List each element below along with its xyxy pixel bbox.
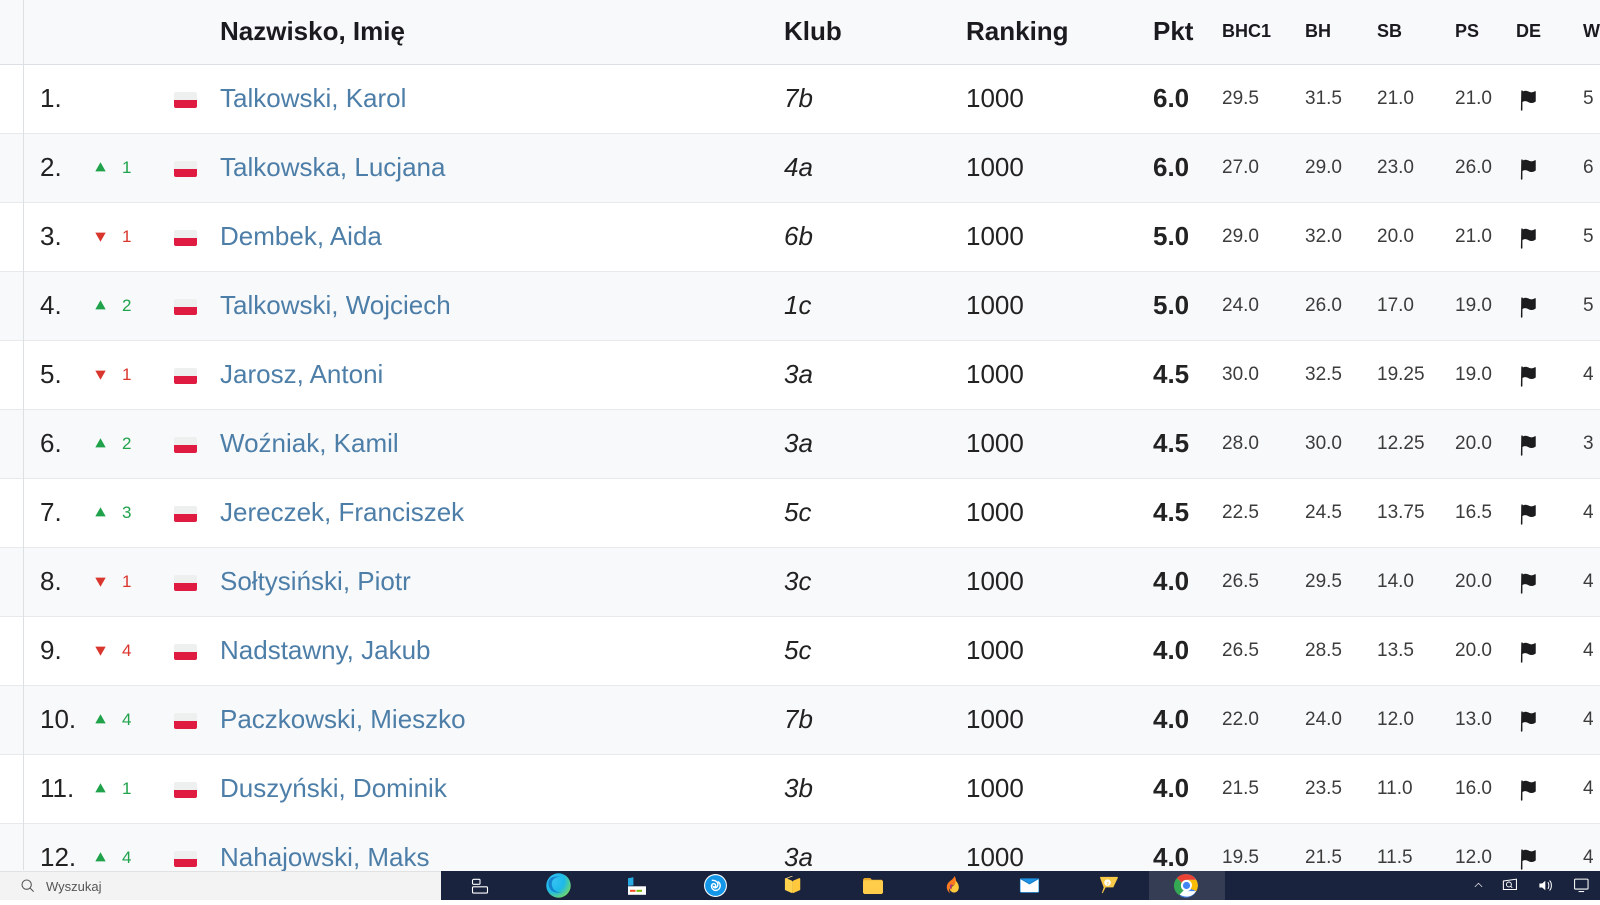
svg-text:?: ? — [1106, 881, 1109, 887]
